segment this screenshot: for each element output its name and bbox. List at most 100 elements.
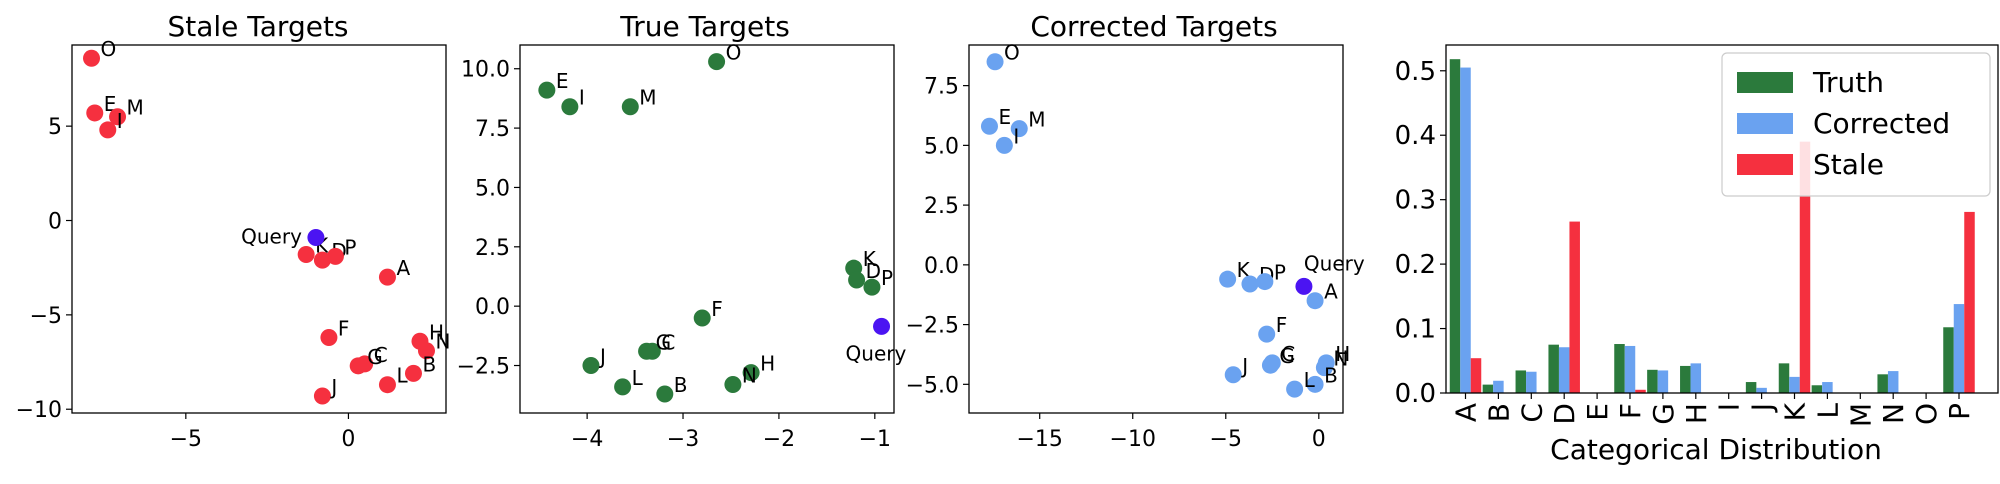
legend-swatch-truth [1737, 72, 1793, 93]
bar-corrected-j [1756, 387, 1767, 393]
stale-point-label-o: O [101, 37, 117, 61]
true-y-ticks: −2.5 0.0 2.5 5.0 7.5 10.0 [457, 58, 520, 380]
true-point-label-f: F [711, 297, 723, 321]
corrected-point-label-l: L [1304, 368, 1316, 392]
stale-point-label-b: B [422, 352, 436, 376]
corrected-y-tick-label: −2.5 [906, 314, 959, 339]
bar-corrected-n [1887, 371, 1899, 393]
corrected-scatter-panel: Corrected Targets OEMIKDPAFHNCGJBLQuery … [906, 10, 1365, 452]
corrected-point-label-g: G [1279, 344, 1295, 368]
corrected-point-label-i: I [1013, 124, 1019, 148]
corrected-y-ticks: −5.0 −2.5 0.0 2.5 5.0 7.5 [906, 75, 969, 398]
distribution-legend: Truth Corrected Stale [1721, 52, 1991, 197]
bar-stale-f [1635, 389, 1646, 393]
true-point-label-e: E [556, 69, 569, 93]
true-point-b [656, 385, 674, 403]
true-point-label-l: L [632, 366, 644, 390]
bar-corrected-l [1822, 382, 1833, 393]
bar-truth-n [1877, 374, 1888, 393]
true-point-i [561, 98, 579, 116]
corrected-point-n [1315, 359, 1333, 377]
corrected-point-o [986, 53, 1004, 71]
stale-y-tick-label: −5 [30, 304, 62, 329]
true-point-j [582, 357, 600, 375]
bar-corrected-k [1789, 376, 1800, 393]
distribution-y-tick-label: 0.2 [1395, 250, 1436, 280]
corrected-point-d [1241, 275, 1259, 293]
true-marks: O EI M KD P F CG J HN L B Query [538, 41, 906, 403]
corrected-marks: OEMIKDPAFHNCGJBLQuery [980, 41, 1365, 398]
corrected-point-p [1256, 273, 1274, 291]
true-query-point [873, 317, 891, 335]
true-point-l [614, 378, 632, 396]
stale-point-label-j: J [329, 375, 337, 399]
stale-point-g [349, 357, 367, 375]
distribution-y-tick-label: 0.5 [1395, 57, 1436, 87]
corrected-point-l [1286, 380, 1304, 398]
stale-y-tick-label: 5 [48, 115, 62, 140]
stale-point-o [83, 49, 101, 67]
stale-point-label-c: C [374, 343, 388, 367]
corrected-point-k [1219, 270, 1237, 288]
corrected-point-g [1261, 356, 1279, 374]
stale-point-n [417, 342, 435, 360]
stale-point-f [320, 329, 338, 347]
corrected-x-tick-label: −5 [1210, 427, 1242, 452]
distribution-x-tick-label-d: D [1548, 403, 1581, 425]
corrected-point-e [980, 117, 998, 135]
corrected-point-label-p: P [1274, 261, 1286, 285]
bar-truth-l [1811, 385, 1823, 393]
stale-y-tick-label: −10 [16, 398, 62, 423]
distribution-x-tick-label-j: J [1746, 403, 1779, 413]
legend-label-corrected: Corrected [1813, 107, 1950, 140]
corrected-y-tick-label: 7.5 [924, 75, 959, 100]
bar-truth-g [1647, 369, 1658, 393]
bar-stale-k [1799, 141, 1811, 393]
corrected-point-label-a: A [1324, 280, 1338, 304]
stale-y-tick-label: 0 [48, 210, 62, 235]
bar-truth-f [1614, 344, 1625, 393]
distribution-x-tick-label-n: N [1877, 403, 1910, 424]
corrected-x-tick-label: 0 [1312, 427, 1326, 452]
true-point-h [742, 364, 760, 382]
true-point-label-n: N [742, 364, 757, 388]
stale-point-label-i: I [117, 109, 123, 133]
distribution-y-ticks: 0.0 0.1 0.2 0.3 0.4 0.5 [1395, 57, 1446, 409]
bar-truth-j [1745, 382, 1757, 393]
stale-plot-frame [71, 44, 447, 414]
bar-corrected-c [1526, 371, 1537, 393]
true-y-tick-label: 5.0 [475, 176, 510, 201]
stale-point-k [297, 245, 315, 263]
distribution-x-tick-label-b: B [1482, 403, 1515, 422]
stale-x-tick-label: −5 [170, 427, 202, 452]
distribution-x-tick-label-h: H [1680, 403, 1713, 424]
true-x-tick-label: −3 [667, 427, 699, 452]
true-point-label-m: M [639, 86, 656, 110]
true-point-m [621, 98, 639, 116]
true-point-o [708, 53, 726, 71]
distribution-y-tick-label: 0.1 [1395, 315, 1436, 345]
distribution-y-tick-label: 0.3 [1395, 186, 1436, 216]
distribution-x-tick-label-m: M [1844, 403, 1877, 427]
stale-point-i [99, 121, 117, 139]
true-point-label-h: H [760, 352, 775, 376]
stale-marks: OEMIKDPAFHNCGBLJQuery [83, 37, 450, 405]
stale-x-ticks: −5 0 [170, 413, 355, 452]
stale-y-ticks: −10 −5 0 5 [16, 115, 72, 423]
stale-point-b [404, 364, 422, 382]
corrected-point-i [995, 136, 1013, 154]
distribution-y-tick-label: 0.4 [1395, 121, 1436, 151]
legend-label-truth: Truth [1812, 66, 1884, 99]
true-x-tick-label: −1 [859, 427, 891, 452]
true-point-label-k: K [863, 247, 877, 271]
true-point-f [693, 309, 711, 327]
corrected-y-tick-label: 5.0 [924, 134, 959, 159]
corrected-point-label-m: M [1028, 108, 1045, 132]
stale-point-m [109, 108, 127, 126]
stale-point-label-h: H [429, 320, 444, 344]
true-point-label-c: C [661, 330, 675, 354]
distribution-bars [1449, 59, 1975, 394]
true-point-p [863, 278, 881, 296]
